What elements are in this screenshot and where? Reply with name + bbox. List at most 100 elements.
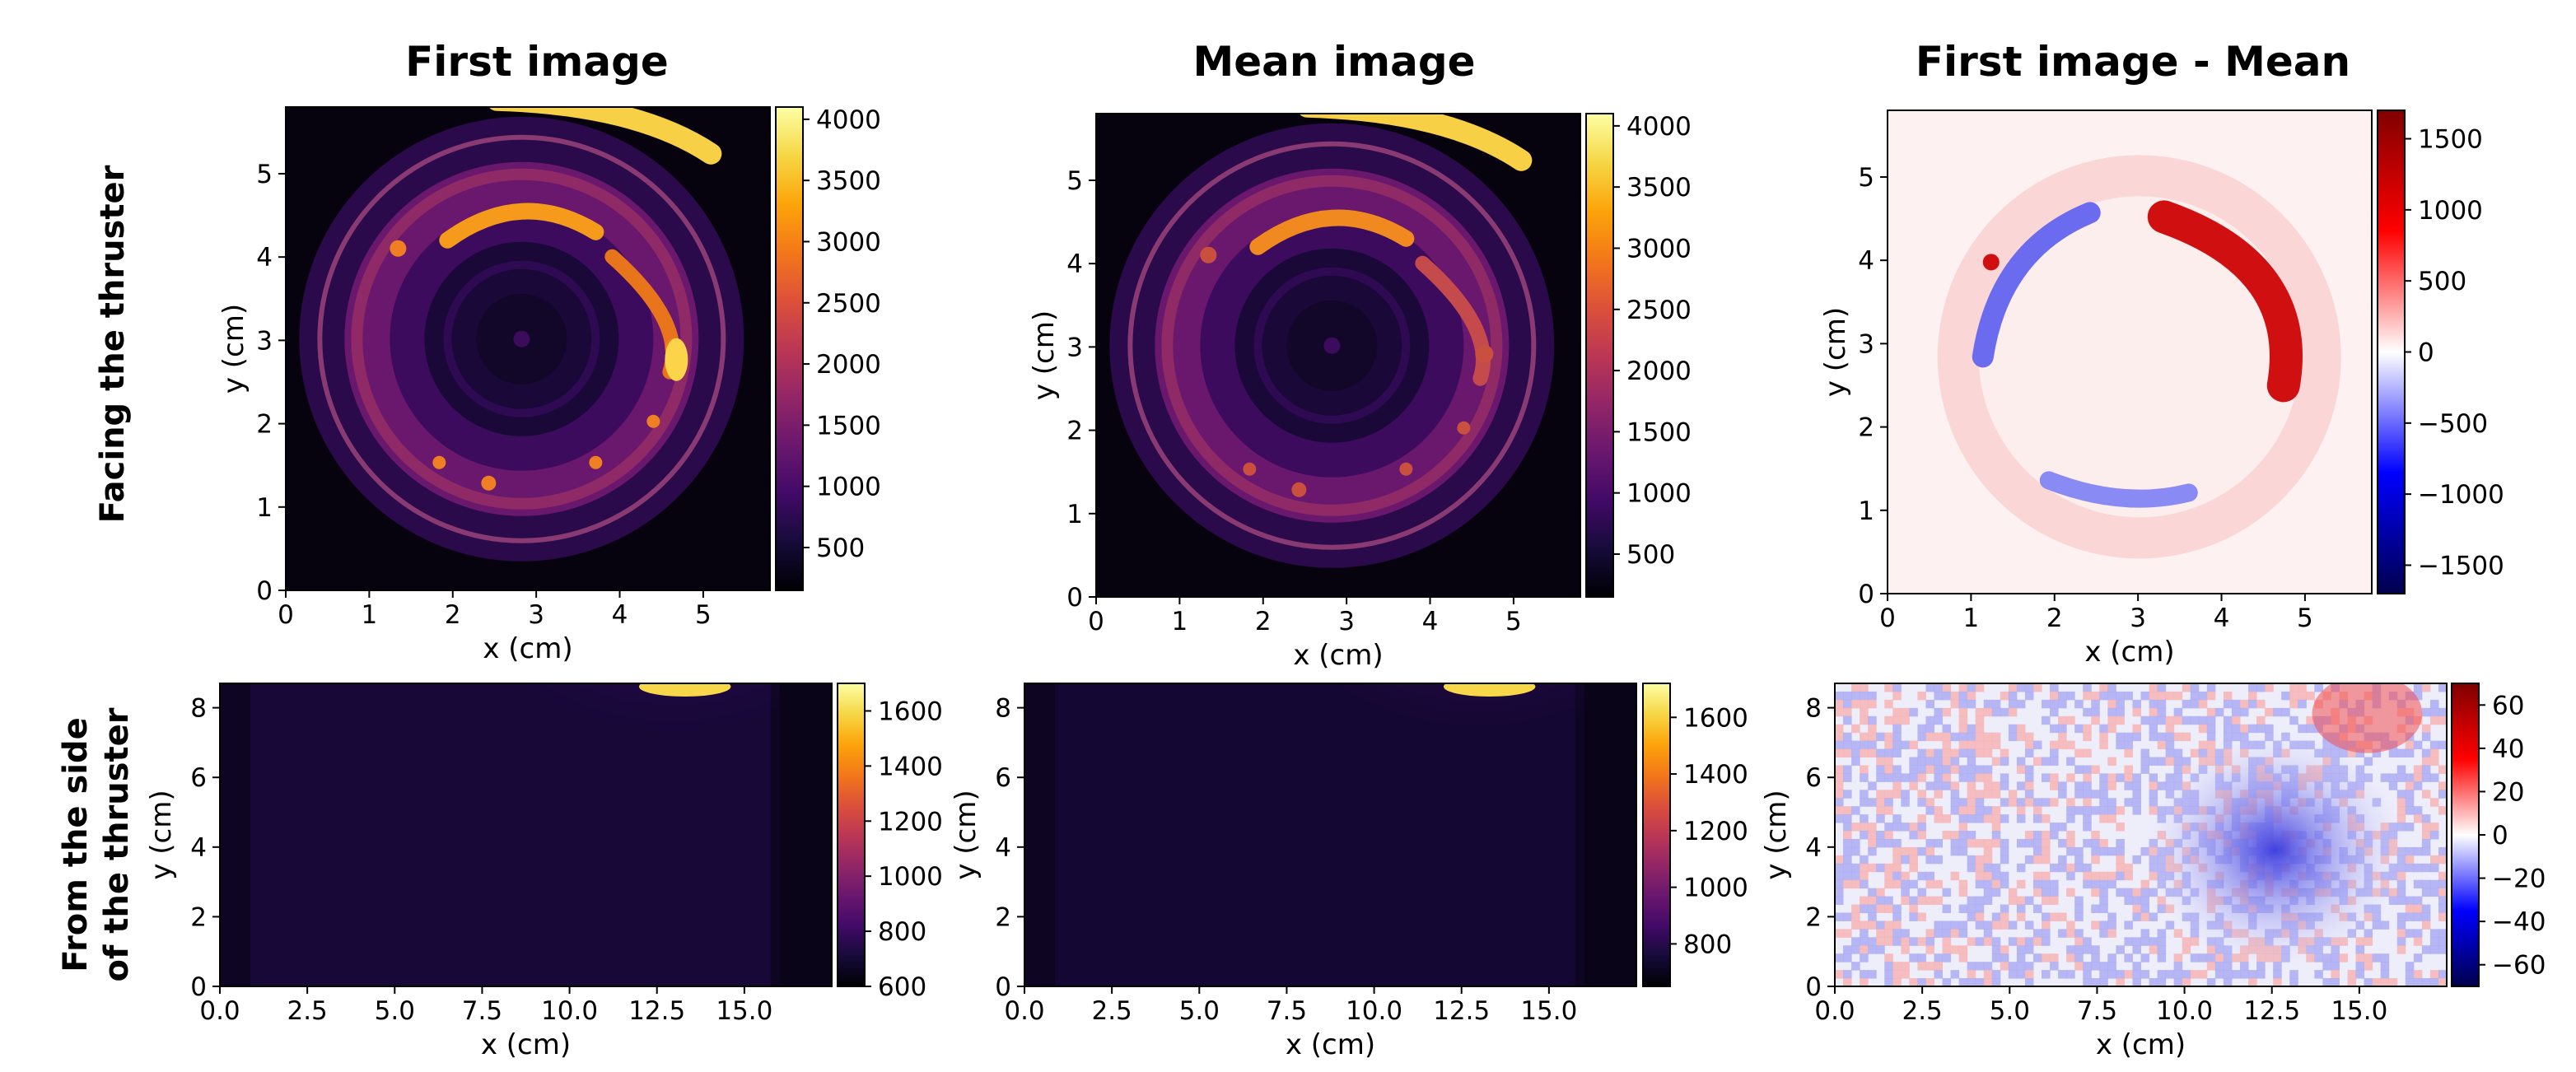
x-tick-label: 1 (1172, 607, 1188, 636)
x-axis-label: x (cm) (2096, 1028, 2186, 1061)
colorbar (1642, 683, 1671, 987)
y-tick-label: 0 (1066, 583, 1083, 613)
y-axis-label: y (cm) (1819, 307, 1852, 397)
heatmap-image (1096, 114, 1580, 597)
colorbar-tick-label: 0 (2418, 338, 2434, 368)
y-tick-label: 4 (995, 833, 1011, 863)
x-tick-label: 4 (2214, 604, 2230, 633)
x-tick-label: 5 (2297, 604, 2313, 633)
plot-frame (1834, 683, 2448, 987)
x-tick-label: 2 (1255, 607, 1272, 636)
colorbar-tick-label: 60 (2492, 691, 2524, 720)
y-tick-label: 4 (1858, 246, 1874, 276)
colorbar-tick-label: 1000 (878, 862, 943, 892)
colorbar-tick-label: 800 (1683, 930, 1732, 959)
colorbar-tick-label: 1600 (878, 697, 943, 726)
colorbar (2451, 683, 2480, 987)
colorbar (775, 106, 804, 591)
colorbar (837, 683, 866, 987)
x-tick-label: 0.0 (199, 996, 240, 1026)
y-tick-label: 0 (1858, 580, 1874, 609)
x-tick-label: 4 (612, 600, 628, 630)
colorbar-tick-label: 1600 (1683, 703, 1748, 733)
colorbar-tick-label: −20 (2492, 865, 2546, 894)
panel-side-mean: 0.0 2.5 5.0 7.5 10.0 12.5 15.0 0 2 4 6 8 x (cm) y (cm… (950, 683, 1748, 1061)
colorbar-tick-label: 1000 (816, 473, 881, 502)
colorbar-tick-label: −1500 (2418, 551, 2504, 580)
colorbar-tick-label: 500 (1626, 540, 1675, 570)
heatmap-image (220, 683, 832, 986)
x-tick-label: 3 (2130, 604, 2146, 633)
x-tick-label: 10.0 (1346, 996, 1402, 1026)
row-label-side-line1: From the side (57, 717, 95, 972)
x-tick-label: 15.0 (1520, 996, 1577, 1026)
y-tick-label: 3 (256, 326, 273, 356)
heatmap-image (286, 107, 770, 590)
x-tick-label: 0 (1088, 607, 1104, 636)
y-tick-label: 4 (190, 833, 207, 863)
x-tick-label: 5.0 (1990, 996, 2030, 1026)
plot-frame (219, 683, 833, 987)
x-tick-label: 12.5 (628, 996, 685, 1026)
x-tick-label: 5 (1505, 607, 1522, 636)
x-tick-label: 1 (1963, 604, 1980, 633)
x-axis-label: x (cm) (1293, 639, 1383, 672)
y-tick-label: 4 (1066, 249, 1083, 279)
y-tick-label: 2 (1066, 417, 1083, 446)
panel-front-diff: 0 1 2 3 4 5 0 1 2 3 4 5 x (cm) y (cm) −1500 −1000 −500 0 5… (1819, 110, 2504, 669)
colorbar-tick-label: 3000 (1626, 234, 1692, 263)
colorbar-tick-label: 3000 (816, 227, 881, 257)
colorbar-tick-label: 1500 (816, 411, 881, 440)
y-tick-label: 5 (1858, 163, 1874, 193)
y-tick-label: 0 (256, 576, 273, 606)
y-tick-label: 2 (1858, 413, 1874, 443)
x-tick-label: 12.5 (1433, 996, 1490, 1026)
x-tick-label: 12.5 (2243, 996, 2300, 1026)
y-tick-label: 2 (256, 410, 273, 440)
y-tick-label: 6 (995, 763, 1011, 793)
x-axis-label: x (cm) (1286, 1028, 1375, 1061)
x-tick-label: 10.0 (541, 996, 598, 1026)
x-tick-label: 0 (278, 600, 294, 630)
colorbar-tick-label: 4000 (1626, 112, 1692, 142)
x-tick-label: 1 (362, 600, 378, 630)
plot-frame (1024, 683, 1637, 987)
y-tick-label: 8 (995, 694, 1011, 724)
x-tick-label: 7.5 (2077, 996, 2117, 1026)
colorbar-tick-label: 4000 (816, 105, 881, 135)
y-tick-label: 3 (1858, 329, 1874, 359)
x-tick-label: 5.0 (1179, 996, 1220, 1026)
colorbar (2377, 110, 2406, 594)
x-tick-label: 7.5 (1267, 996, 1307, 1026)
x-tick-label: 4 (1422, 607, 1439, 636)
colorbar-tick-label: 1000 (2418, 196, 2483, 226)
colorbar-tick-label: 3500 (1626, 173, 1692, 203)
x-tick-label: 0.0 (1814, 996, 1855, 1026)
colorbar-tick-label: 40 (2492, 734, 2524, 764)
x-tick-label: 5 (695, 600, 712, 630)
y-axis-label: y (cm) (950, 790, 982, 879)
colorbar-tick-label: 2000 (816, 350, 881, 380)
y-tick-label: 4 (256, 243, 273, 273)
colorbar-tick-label: 0 (2492, 821, 2508, 851)
x-tick-label: 15.0 (2331, 996, 2387, 1026)
x-tick-label: 2.5 (287, 996, 327, 1026)
y-tick-label: 8 (190, 694, 207, 724)
y-tick-label: 0 (190, 972, 207, 1002)
colorbar-tick-label: 600 (878, 972, 926, 1002)
x-tick-label: 0.0 (1004, 996, 1044, 1026)
colorbar-tick-label: −40 (2492, 907, 2546, 937)
y-axis-label: y (cm) (145, 790, 178, 879)
colorbar-tick-label: −60 (2492, 951, 2546, 981)
x-tick-label: 2.5 (1091, 996, 1132, 1026)
y-tick-label: 8 (1805, 694, 1822, 724)
y-tick-label: 1 (1066, 500, 1083, 529)
y-tick-label: 1 (1858, 496, 1874, 526)
y-tick-label: 0 (995, 972, 1011, 1002)
colorbar-tick-label: 800 (878, 917, 926, 947)
x-tick-label: 3 (1338, 607, 1355, 636)
plot-frame (1887, 110, 2373, 594)
y-tick-label: 5 (256, 160, 273, 189)
y-axis-label: y (cm) (1760, 790, 1793, 879)
